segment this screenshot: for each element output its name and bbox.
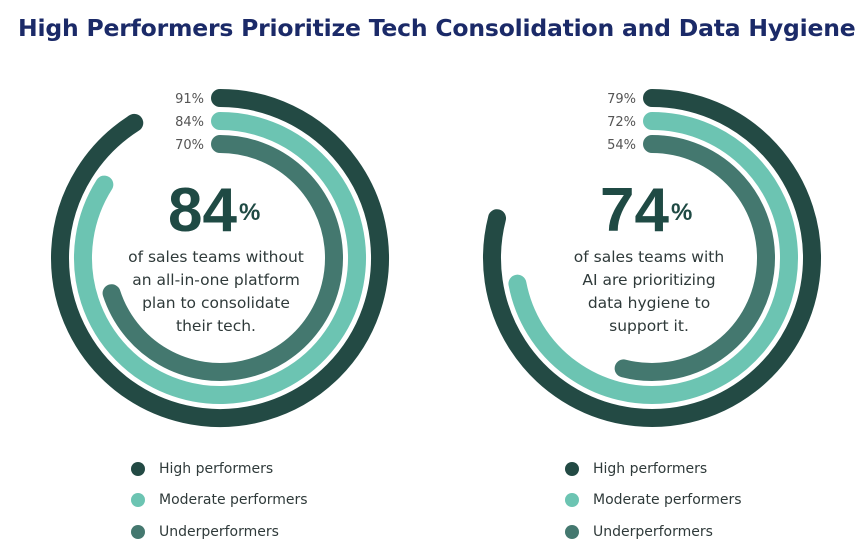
legend-item-under: Underperformers xyxy=(131,516,308,548)
page-title: High Performers Prioritize Tech Consolid… xyxy=(18,14,856,42)
ring-moderate xyxy=(74,112,366,404)
legend-dot-moderate xyxy=(131,493,145,508)
ring-high xyxy=(483,89,821,427)
value-label-high: 79% xyxy=(607,92,636,107)
ring-under xyxy=(102,135,343,381)
description-line: support it. xyxy=(609,317,689,335)
legend-2: High performers Moderate performers Unde… xyxy=(565,453,742,548)
description-line: their tech. xyxy=(176,317,256,335)
ring-under xyxy=(614,135,775,381)
value-label-under: 70% xyxy=(175,138,204,153)
description-line: of sales teams with xyxy=(573,248,725,266)
value-label-moderate: 72% xyxy=(607,115,636,130)
radial-chart-1: 91% 84% 70% xyxy=(51,89,389,427)
value-label-high: 91% xyxy=(175,92,204,107)
value-label-under: 54% xyxy=(607,138,636,153)
description-line: data hygiene to xyxy=(587,294,711,312)
description-1: of sales teams without an all-in-one pla… xyxy=(111,246,321,338)
headline-stat-2: 74% xyxy=(600,176,693,245)
radial-chart-2: 79% 72% 54% xyxy=(483,89,821,427)
legend-item-high: High performers xyxy=(565,453,742,485)
legend-dot-high xyxy=(131,461,145,476)
description-line: an all-in-one platform xyxy=(132,271,300,289)
description-line: plan to consolidate xyxy=(142,294,290,312)
legend-dot-under xyxy=(565,524,579,539)
ring-moderate xyxy=(508,112,798,404)
legend-item-moderate: Moderate performers xyxy=(131,485,308,517)
legend-1: High performers Moderate performers Unde… xyxy=(131,453,308,548)
legend-item-moderate: Moderate performers xyxy=(565,485,742,517)
value-label-moderate: 84% xyxy=(175,115,204,130)
ring-high xyxy=(51,89,389,427)
legend-dot-moderate xyxy=(565,493,579,508)
description-2: of sales teams with AI are prioritizing … xyxy=(544,246,754,338)
description-line: AI are prioritizing xyxy=(582,271,716,289)
legend-item-under: Underperformers xyxy=(565,516,742,548)
description-line: of sales teams without xyxy=(128,248,304,266)
legend-dot-under xyxy=(131,524,145,539)
headline-stat-1: 84% xyxy=(168,176,261,245)
legend-item-high: High performers xyxy=(131,453,308,485)
legend-dot-high xyxy=(565,461,579,476)
